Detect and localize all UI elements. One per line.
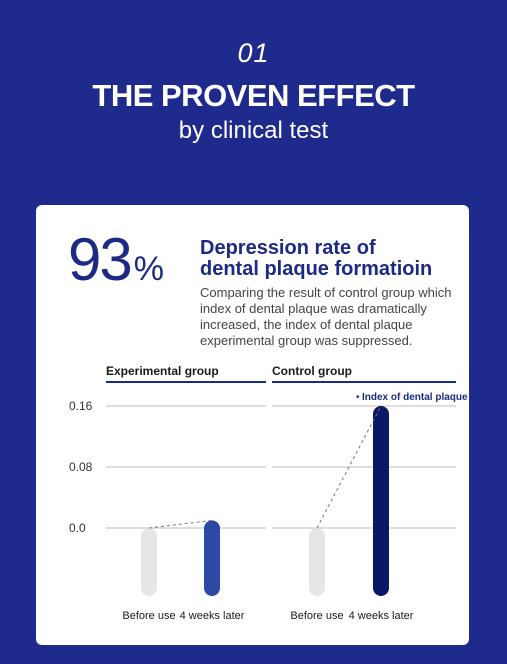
page-title: THE PROVEN EFFECT [92,78,415,113]
result-card: 93% Depression rate of dental plaque for… [36,205,469,645]
stat-value: 93 [68,226,133,293]
section-number: 01 [237,38,270,68]
bar-experimental-after [204,520,220,596]
stat-unit: % [133,250,164,288]
x-category-label: 4 weeks later [180,610,245,622]
x-category-label: 4 weeks later [349,610,414,622]
y-tick-label: 0.08 [69,460,93,474]
bar-experimental-before [141,528,157,596]
group-label: Experimental group [106,364,219,378]
x-category-label: Before use [122,610,175,622]
bar-control-before [309,528,325,596]
bar-control-after [373,406,389,596]
bar-chart: 0.16 0.08 0.0 Experimental group Control gro… [69,364,468,622]
page-subtitle: by clinical test [178,117,329,144]
x-category-label: Before use [290,610,343,622]
headline-line-2: dental plaque formatioin [200,258,433,280]
stat-description: Comparing the result of control group wh… [200,285,452,348]
y-tick-label: 0.0 [69,521,86,535]
stat-headline: Depression rate of dental plaque formati… [200,238,432,280]
group-label: Control group [272,364,352,378]
trend-dashed-line [148,519,213,529]
headline-line-1: Depression rate of [200,237,376,259]
trend-dashed-line [316,405,382,529]
y-tick-label: 0.16 [69,399,93,413]
annotation-label: Index of dental plaque [362,392,468,403]
stat-percentage: 93% [68,225,164,294]
annotation-dot: • [356,392,360,403]
